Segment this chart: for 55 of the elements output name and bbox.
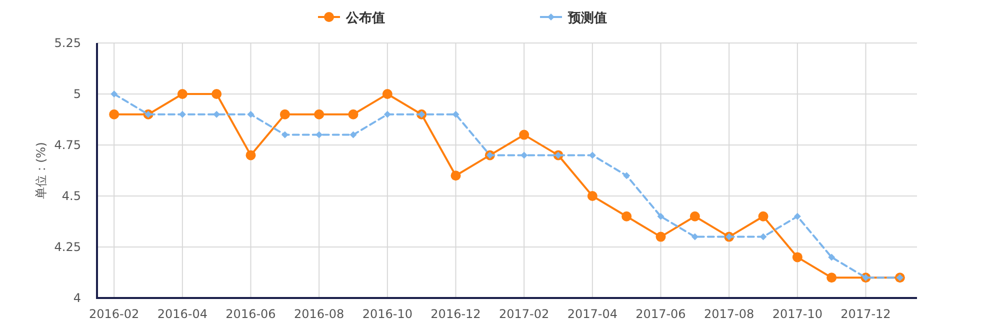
point <box>691 233 698 240</box>
x-tick-label: 2016-10 <box>362 307 412 321</box>
point <box>212 89 222 99</box>
y-tick-label: 4.5 <box>62 189 81 203</box>
point <box>758 211 768 222</box>
point <box>622 211 632 222</box>
point <box>348 109 358 120</box>
x-tick-label: 2017-02 <box>499 307 550 321</box>
x-tick-label: 2016-04 <box>157 307 208 321</box>
point <box>657 212 664 220</box>
point <box>828 254 836 261</box>
point <box>247 110 254 118</box>
x-tick-label: 2017-08 <box>704 307 754 321</box>
point <box>452 110 460 118</box>
y-tick-label: 5.25 <box>54 36 81 50</box>
legend-label: 预测值 <box>567 11 607 26</box>
point <box>519 130 530 140</box>
y-tick-label: 4 <box>73 291 81 305</box>
point <box>314 109 324 120</box>
x-tick-label: 2017-04 <box>567 307 618 321</box>
y-tick-label: 5 <box>73 87 81 101</box>
x-tick-label: 2016-08 <box>294 307 344 321</box>
point <box>690 211 700 222</box>
y-axis-title: 单位：(%) <box>34 142 48 199</box>
x-tick-label: 2016-12 <box>430 307 481 321</box>
point <box>316 131 323 138</box>
point <box>178 110 186 118</box>
point <box>792 252 802 262</box>
y-tick-label: 4.75 <box>54 138 81 152</box>
point <box>350 131 357 138</box>
x-tick-label: 2016-06 <box>226 307 276 321</box>
point <box>281 131 288 138</box>
point <box>109 109 120 120</box>
point <box>760 233 767 240</box>
point <box>656 232 666 242</box>
point <box>384 110 391 118</box>
point <box>110 90 118 98</box>
point <box>177 89 188 99</box>
point <box>794 212 801 220</box>
legend-label: 公布值 <box>345 11 385 26</box>
point <box>246 150 256 160</box>
point <box>382 89 392 99</box>
point <box>587 191 598 201</box>
point <box>826 272 837 283</box>
x-tick-label: 2017-10 <box>772 307 822 321</box>
x-tick-label: 2017-06 <box>636 307 686 321</box>
y-tick-label: 4.25 <box>54 240 81 254</box>
point <box>450 170 461 181</box>
point <box>213 110 220 118</box>
point <box>623 172 630 180</box>
point <box>520 152 528 159</box>
x-tick-label: 2016-02 <box>89 307 140 321</box>
x-tick-label: 2017-12 <box>840 307 891 321</box>
point <box>280 109 290 120</box>
point <box>588 152 596 159</box>
